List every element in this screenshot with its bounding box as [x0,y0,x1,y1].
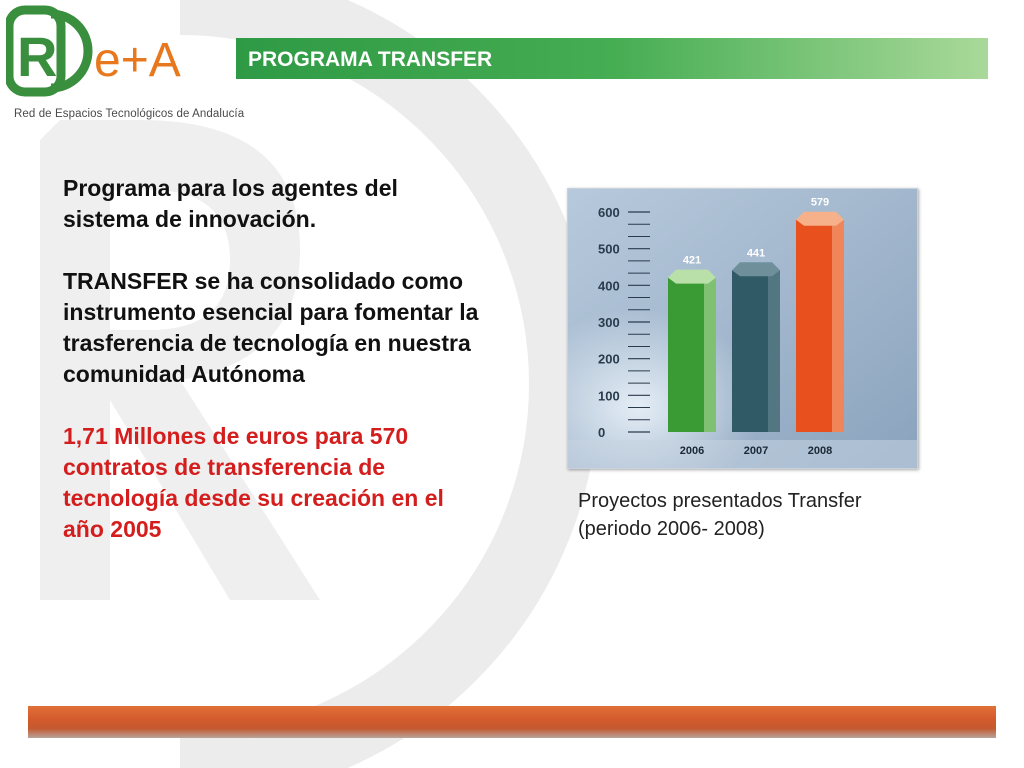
caption-line-2: (periodo 2006- 2008) [578,518,765,540]
category-label: 2006 [680,445,704,457]
bar-top-cap [796,211,844,226]
bar-highlight [768,270,780,432]
bar-highlight [704,277,716,432]
chart-floor [568,440,917,468]
y-tick-label: 100 [598,388,620,403]
logo-graphic: R e+A [4,5,181,97]
y-tick-label: 200 [598,352,620,367]
footer-bar [28,706,996,738]
logo-tagline: Red de Espacios Tecnológicos de Andalucí… [14,108,245,120]
y-tick-label: 400 [598,278,620,293]
data-label: 441 [747,247,765,259]
logo-text-ea: e+A [94,34,181,87]
logo-frame [4,5,66,97]
bar-top-cap [668,269,716,284]
data-label: 421 [683,255,701,267]
paragraph-intro: Programa para los agentes del sistema de… [63,175,398,232]
paragraph-transfer: TRANSFER se ha consolidado como instrume… [63,268,479,387]
body-text: Programa para los agentes del sistema de… [63,173,483,545]
y-tick-label: 600 [598,205,620,220]
category-label: 2007 [744,445,768,457]
y-tick-label: 300 [598,315,620,330]
caption-line-1: Proyectos presentados Transfer [578,490,862,512]
category-label: 2008 [808,445,832,457]
bar-top-cap [732,262,780,277]
y-tick-label: 0 [598,425,605,440]
bar-chart: 0 100 200 300 400 500 600 421 2006 441 2007 579 2008 [567,188,918,469]
brand-logo: R e+A Red de Espacios Tecnológicos de An… [4,4,244,124]
data-label: 579 [811,197,829,209]
chart-svg: 0 100 200 300 400 500 600 421 2006 441 2007 579 2008 [568,189,917,468]
chart-caption: Proyectos presentados Transfer (periodo … [578,487,861,543]
logo-letter-r: R [17,25,57,88]
bar-highlight [832,219,844,432]
y-tick-label: 500 [598,242,620,257]
page-title: PROGRAMA TRANSFER [248,48,493,71]
highlight-text: 1,71 Millones de euros para 570 contrato… [63,423,444,542]
header-bar: PROGRAMA TRANSFER [236,38,988,79]
